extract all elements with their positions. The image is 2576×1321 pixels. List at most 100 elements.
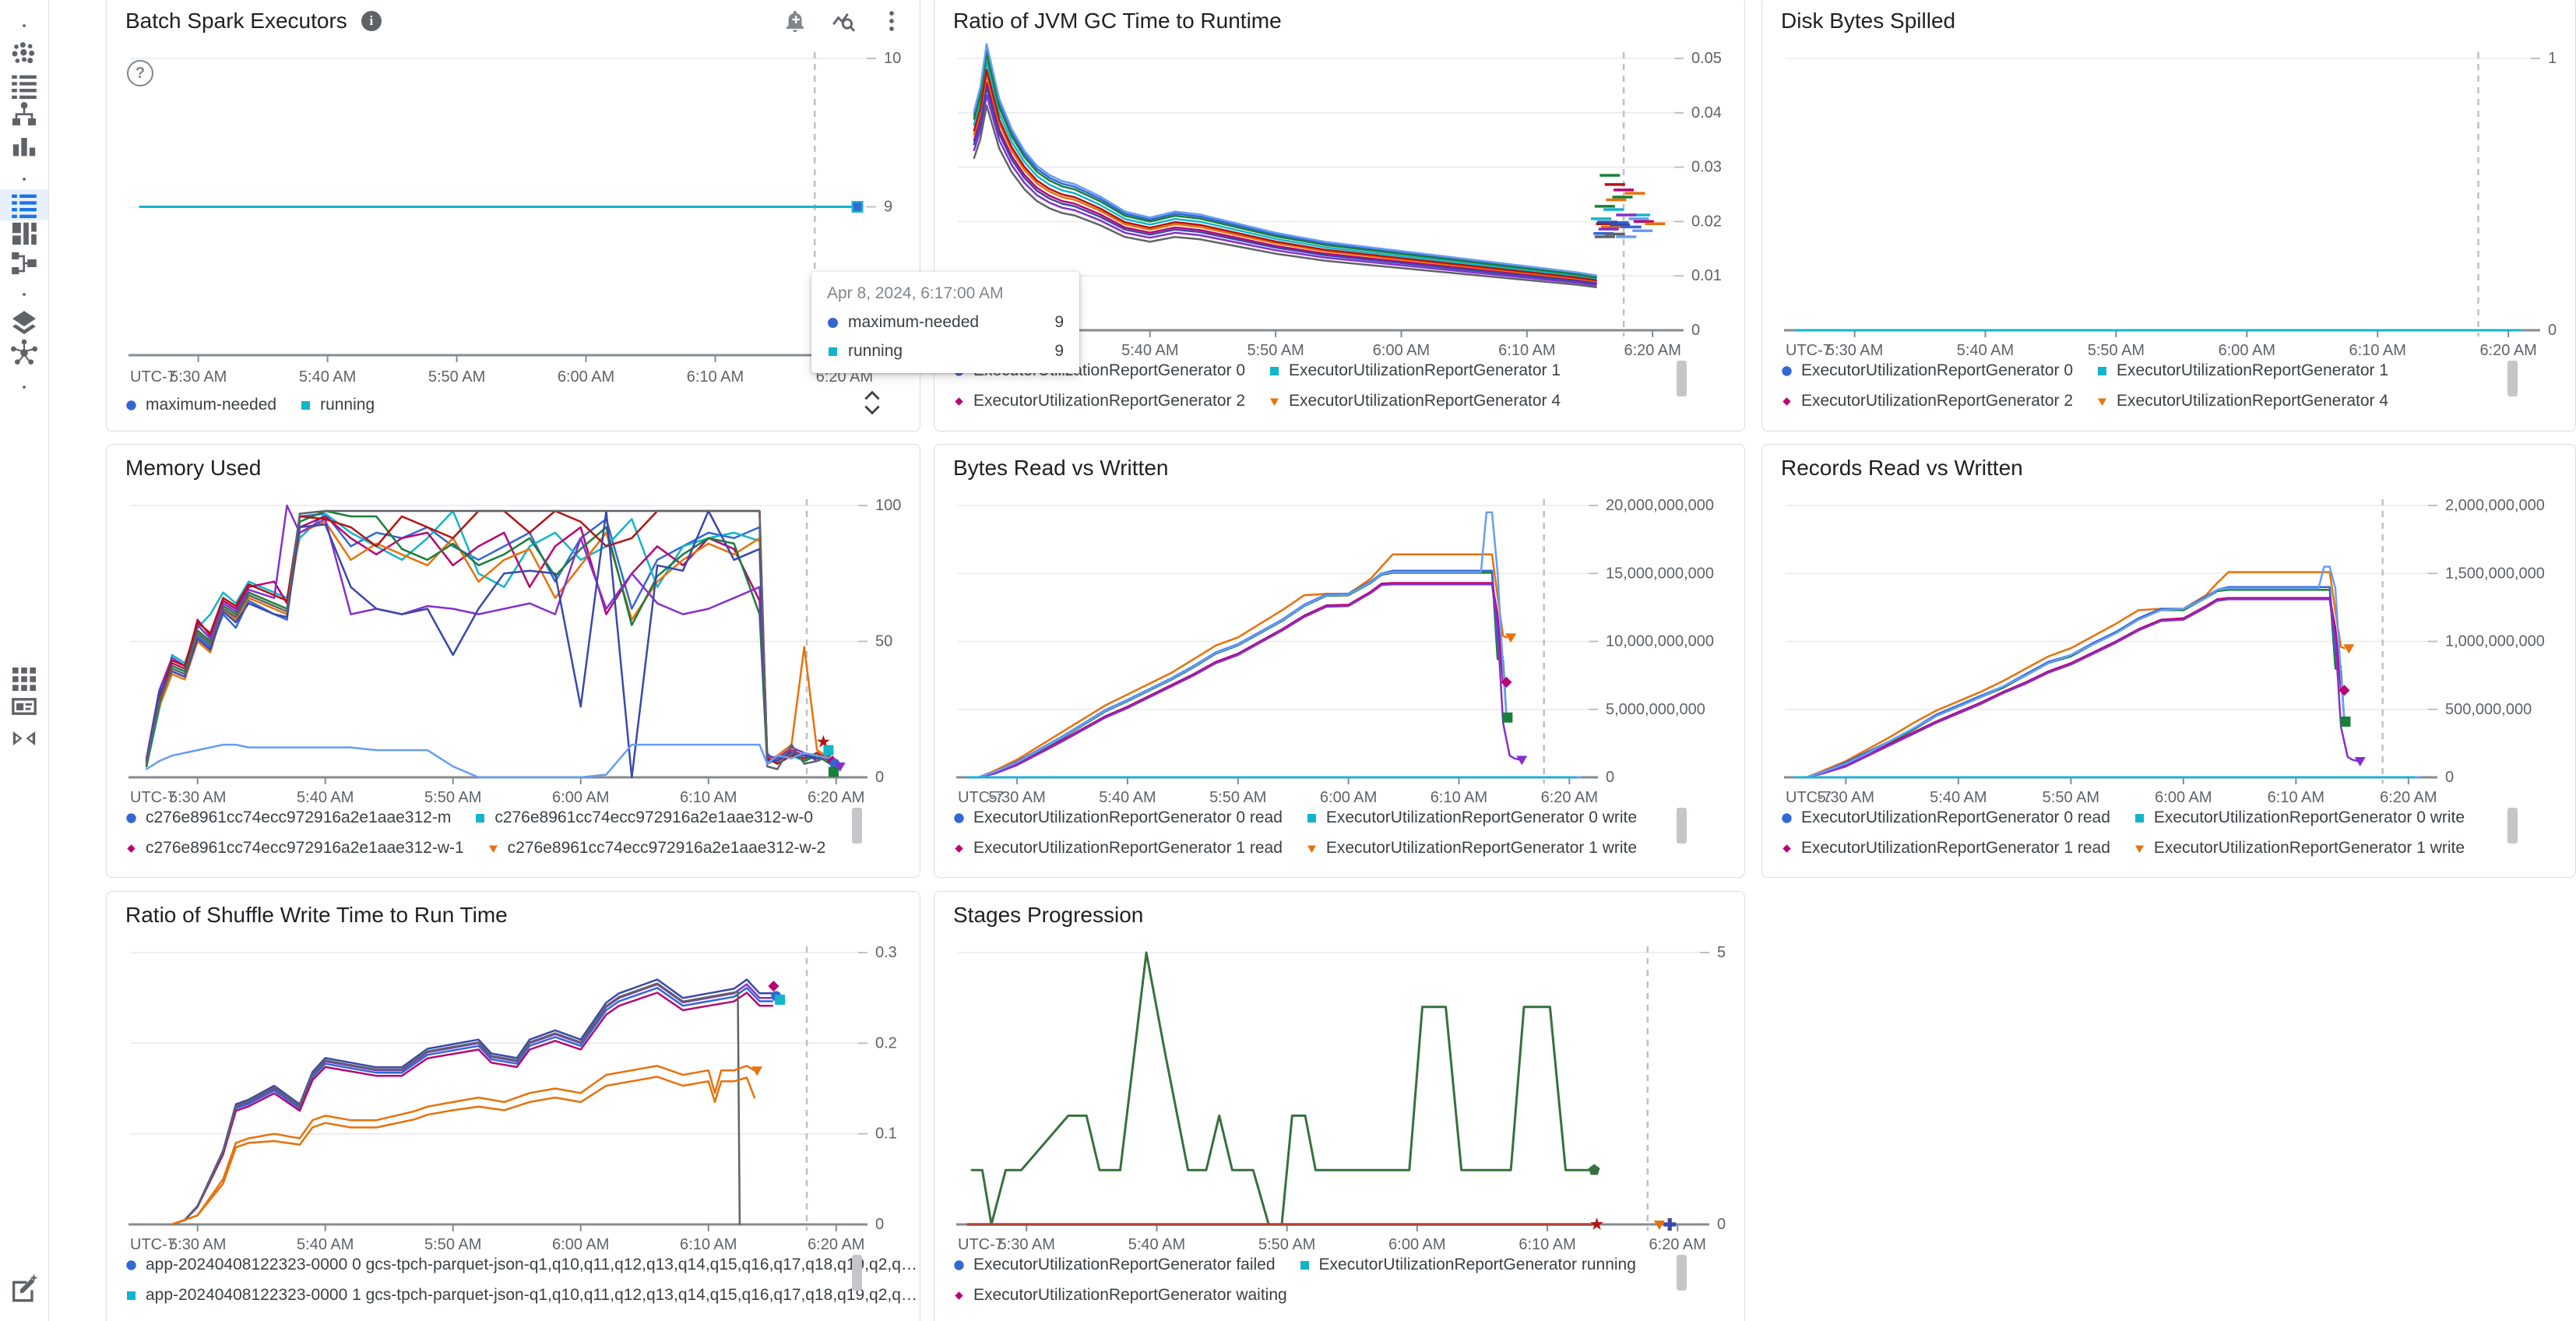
- legend-item[interactable]: ExecutorUtilizationReportGenerator 4: [1269, 392, 1561, 410]
- legend-scrollbar-thumb[interactable]: [1677, 808, 1687, 844]
- series-line: [145, 504, 831, 763]
- nav-lineage-graph[interactable]: [0, 337, 48, 368]
- legend-item[interactable]: ExecutorUtilizationReportGenerator faile…: [953, 1256, 1276, 1274]
- card-records-read-vs-written: Records Read vs Written 2,000,000,000 1,50…: [1761, 444, 2576, 878]
- legend-item[interactable]: ExecutorUtilizationReportGenerator 1 wri…: [1306, 839, 1637, 858]
- chart-plot-area[interactable]: 2,000,000,000 1,500,000,000 1,000,000,000 5…: [1762, 445, 2574, 876]
- card-title: Ratio of Shuffle Write Time to Run Time: [125, 903, 508, 927]
- series-line: [145, 509, 831, 768]
- y-axis-tick: 50: [875, 633, 892, 650]
- legend-scrollbar-thumb[interactable]: [852, 808, 862, 844]
- nav-metrics[interactable]: [0, 130, 48, 161]
- y-axis-tick: 15,000,000,000: [1606, 565, 1714, 582]
- nav-apps-grid[interactable]: [0, 664, 48, 695]
- chart-legend: ExecutorUtilizationReportGenerator faile…: [953, 1253, 1663, 1307]
- legend-item[interactable]: ExecutorUtilizationReportGenerator runni…: [1299, 1256, 1636, 1274]
- timezone-label: UTC-7: [130, 789, 176, 806]
- explore-data-icon[interactable]: [829, 7, 857, 35]
- legend-item[interactable]: c276e8961cc74ecc972916a2e1aae312-m: [125, 808, 451, 827]
- legend-item[interactable]: ExecutorUtilizationReportGenerator 1: [1269, 361, 1561, 380]
- legend-item[interactable]: ExecutorUtilizationReportGenerator 1 rea…: [953, 839, 1283, 858]
- legend-item[interactable]: ExecutorUtilizationReportGenerator 0 wri…: [1306, 808, 1637, 827]
- help-icon[interactable]: ?: [127, 60, 153, 86]
- nav-clusters[interactable]: [0, 39, 48, 70]
- info-icon[interactable]: i: [361, 11, 382, 31]
- legend-scrollbar-thumb[interactable]: [1677, 361, 1687, 396]
- legend-item[interactable]: app-20240408122323-0000 1 gcs-tpch-parqu…: [125, 1286, 917, 1305]
- legend-item[interactable]: c276e8961cc74ecc972916a2e1aae312-w-2: [487, 839, 825, 858]
- x-axis-tick: 6:20 AM: [808, 1236, 864, 1253]
- chart-plot-area[interactable]: 10985:30 AM5:40 AM5:50 AM6:00 AM6:10 AM6…: [107, 0, 919, 430]
- legend-item[interactable]: ExecutorUtilizationReportGenerator 4: [2096, 392, 2388, 410]
- nav-layers[interactable]: [0, 308, 48, 339]
- more-vert-icon[interactable]: [878, 7, 906, 35]
- legend-item[interactable]: ExecutorUtilizationReportGenerator 1 rea…: [1781, 839, 2110, 858]
- y-axis-tick: 0.1: [875, 1125, 897, 1143]
- tooltip-row: running 9: [827, 342, 1064, 361]
- legend-item[interactable]: ExecutorUtilizationReportGenerator waiti…: [953, 1286, 1287, 1305]
- legend-scrollbar-thumb[interactable]: [852, 1255, 862, 1291]
- nav-info-card[interactable]: [0, 691, 48, 722]
- chart-plot-area[interactable]: 1 0 5:30 AM 5:40 AM 5:50 AM 6:00 AM 6:10 AM 6:2…: [1762, 0, 2574, 430]
- chart-legend: ExecutorUtilizationReportGenerator 0 Exec…: [1781, 359, 2494, 413]
- nav-dot-2[interactable]: [0, 164, 48, 195]
- nav-dashboards[interactable]: [0, 218, 48, 249]
- x-axis-tick: 6:00 AM: [1388, 1236, 1445, 1253]
- legend-item[interactable]: ExecutorUtilizationReportGenerator 0 rea…: [953, 808, 1283, 827]
- legend-scrollbar-thumb[interactable]: [2507, 808, 2518, 844]
- nav-hierarchy[interactable]: [0, 99, 48, 130]
- chart-plot-area[interactable]: 100 50 0 5:30 AM 5:40 AM 5:50 AM 6:00 AM 6:10 A…: [107, 445, 919, 876]
- legend-item[interactable]: ExecutorUtilizationReportGenerator 2: [1781, 392, 2073, 410]
- legend-item[interactable]: ExecutorUtilizationReportGenerator 0 wri…: [2134, 808, 2465, 827]
- legend-item[interactable]: ExecutorUtilizationReportGenerator 1: [2096, 361, 2388, 380]
- series-line: [977, 511, 1508, 779]
- legend-item[interactable]: ExecutorUtilizationReportGenerator 0: [1781, 361, 2073, 380]
- x-axis-tick: 6:20 AM: [2380, 789, 2437, 806]
- x-axis-tick: 5:50 AM: [424, 789, 481, 806]
- legend-item[interactable]: c276e8961cc74ecc972916a2e1aae312-w-0: [474, 808, 813, 827]
- legend-item[interactable]: ExecutorUtilizationReportGenerator 1 wri…: [2134, 839, 2465, 858]
- nav-dot-3[interactable]: [0, 279, 48, 310]
- card-ratio-of-shuffle-write-time-to-run-time: Ratio of Shuffle Write Time to Run Time 0…: [106, 891, 920, 1321]
- series-line: [977, 572, 1508, 779]
- nav-dot-1[interactable]: [0, 10, 48, 41]
- series-line: [973, 73, 1597, 283]
- nav-monitoring-list[interactable]: [0, 189, 48, 220]
- card-memory-used: Memory Used 100 50 0 5:30 AM 5:40 AM 5:50 AM 6:…: [106, 444, 920, 878]
- nav-dot-4[interactable]: [0, 372, 48, 403]
- nav-pipelines[interactable]: [0, 248, 48, 279]
- series-line: [973, 48, 1597, 278]
- circle-marker-icon: [1782, 812, 1792, 823]
- nav-join[interactable]: [0, 723, 48, 754]
- legend-item[interactable]: ExecutorUtilizationReportGenerator 0 rea…: [1781, 808, 2110, 827]
- square-marker-icon: [476, 813, 485, 823]
- triangle-marker-icon: [488, 845, 498, 853]
- series-line: [977, 569, 1504, 779]
- y-axis-tick: 0.02: [1691, 213, 1722, 230]
- legend-item[interactable]: app-20240408122323-0000 0 gcs-tpch-parqu…: [125, 1256, 917, 1274]
- tooltip-series-label: running: [848, 342, 903, 360]
- legend-item[interactable]: maximum-needed: [125, 396, 276, 414]
- x-axis-tick: 6:00 AM: [552, 1236, 609, 1253]
- chart-plot-area[interactable]: 20,000,000,000 15,000,000,000 10,000,000,0…: [934, 445, 1744, 876]
- nav-jobs-list[interactable]: [0, 70, 48, 101]
- legend-expand-chevrons[interactable]: [862, 389, 882, 417]
- chart-legend: ExecutorUtilizationReportGenerator 0 rea…: [953, 806, 1663, 860]
- chart-plot-area[interactable]: 5 0 5:30 AM 5:40 AM 5:50 AM 6:00 AM 6:10 AM 6:2…: [934, 892, 1744, 1321]
- legend-scrollbar-thumb[interactable]: [2507, 361, 2518, 396]
- diamond-marker-icon: [955, 396, 963, 406]
- legend-item[interactable]: ExecutorUtilizationReportGenerator 2: [953, 392, 1245, 410]
- legend-scrollbar-thumb[interactable]: [1677, 1255, 1687, 1291]
- compose-icon: [12, 1273, 38, 1302]
- diamond-marker-icon: [955, 1291, 963, 1300]
- legend-item[interactable]: running: [300, 396, 375, 414]
- join-icon: [12, 731, 36, 746]
- nav-send-feedback[interactable]: [0, 1272, 48, 1303]
- series-line: [970, 951, 1596, 1226]
- chart-plot-area[interactable]: 0.3 0.2 0.1 0 5:30 AM 5:40 AM 5:50 AM 6:00 AM 6:…: [107, 892, 919, 1321]
- legend-item[interactable]: c276e8961cc74ecc972916a2e1aae312-w-1: [125, 839, 464, 858]
- card-title: Stages Progression: [953, 903, 1144, 927]
- triangle-marker-icon: [2134, 845, 2144, 853]
- add-alert-icon[interactable]: [781, 7, 809, 35]
